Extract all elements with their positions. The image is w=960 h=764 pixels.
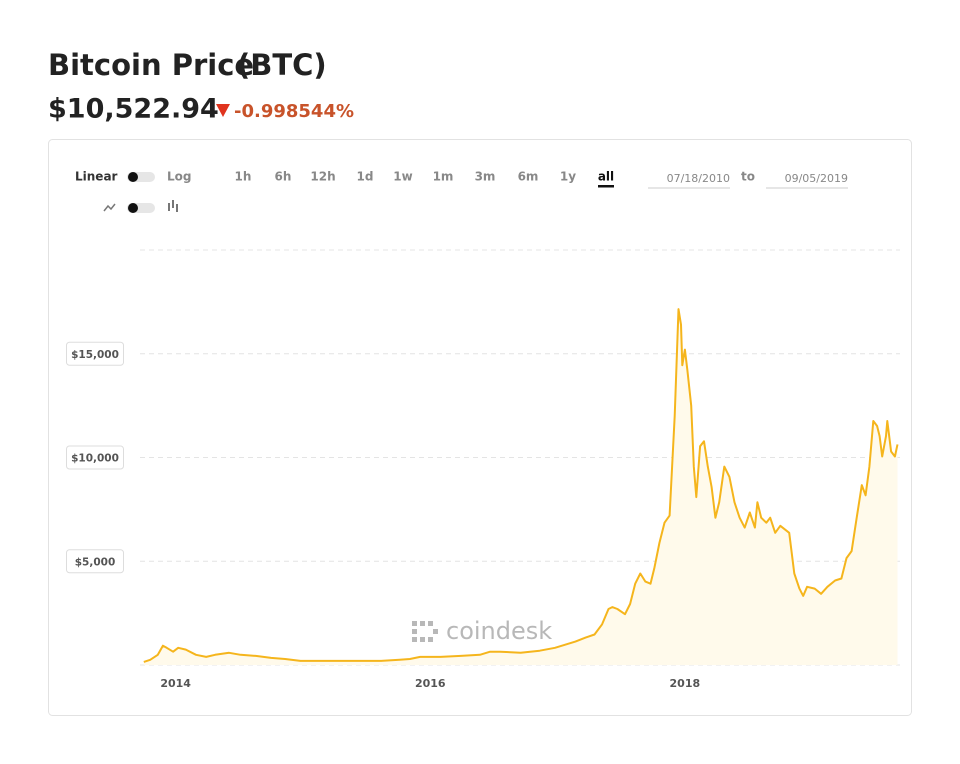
price-line	[143, 308, 899, 663]
range-button[interactable]: all	[598, 170, 614, 184]
y-tick-box	[66, 549, 124, 574]
x-tick-label: 2018	[670, 677, 701, 690]
scale-log[interactable]: Log	[167, 170, 191, 184]
toggle-knob	[128, 203, 138, 213]
toggle-knob	[128, 172, 138, 182]
range-button[interactable]: 1y	[560, 170, 576, 184]
range-button[interactable]: 1w	[393, 170, 412, 184]
y-tick-label: $5,000	[75, 556, 116, 568]
y-tick-box	[66, 341, 124, 366]
change: -0.998544%	[234, 101, 354, 122]
range-button[interactable]: 12h	[310, 170, 335, 184]
price-area	[143, 309, 898, 665]
range-button[interactable]: 1m	[433, 170, 454, 184]
range-button[interactable]: 1h	[235, 170, 252, 184]
y-tick-label: $10,000	[71, 453, 119, 465]
range-button[interactable]: 6m	[518, 170, 539, 184]
candle-icon[interactable]	[168, 200, 178, 212]
range-button[interactable]: 6h	[275, 170, 292, 184]
date-to[interactable]: 09/05/2019	[785, 172, 848, 185]
range-button[interactable]: 3m	[475, 170, 496, 184]
title: Bitcoin Price	[48, 48, 254, 82]
x-tick-label: 2016	[415, 677, 446, 690]
down-arrow	[216, 104, 230, 117]
y-tick-box	[66, 445, 124, 470]
scale-linear[interactable]: Linear	[75, 170, 118, 184]
ticker: (BTC)	[237, 48, 327, 82]
date-from[interactable]: 07/18/2010	[667, 172, 730, 185]
watermark-text: coindesk	[446, 617, 552, 645]
line-icon[interactable]	[103, 203, 116, 212]
date-separator: to	[741, 170, 755, 184]
price: $10,522.94	[48, 94, 219, 125]
y-tick-label: $15,000	[71, 349, 119, 361]
watermark: coindesk	[412, 617, 552, 645]
x-tick-label: 2014	[160, 677, 191, 690]
range-button[interactable]: 1d	[357, 170, 374, 184]
active-underline	[598, 185, 614, 188]
